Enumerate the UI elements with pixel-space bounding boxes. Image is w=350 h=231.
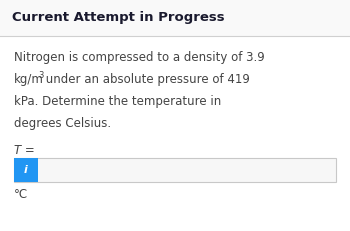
Bar bbox=[14, 158, 38, 182]
Text: Nitrogen is compressed to a density of 3.9: Nitrogen is compressed to a density of 3… bbox=[14, 52, 265, 64]
Bar bbox=[14, 158, 336, 182]
Text: T =: T = bbox=[14, 143, 35, 156]
Text: Current Attempt in Progress: Current Attempt in Progress bbox=[12, 12, 225, 24]
Text: under an absolute pressure of 419: under an absolute pressure of 419 bbox=[42, 73, 250, 86]
Text: kg/m: kg/m bbox=[14, 73, 44, 86]
Bar bbox=[0, 0, 350, 36]
Text: i: i bbox=[24, 165, 28, 175]
Text: 3: 3 bbox=[38, 70, 43, 79]
Text: degrees Celsius.: degrees Celsius. bbox=[14, 118, 111, 131]
Text: °C: °C bbox=[14, 188, 28, 201]
Text: kPa. Determine the temperature in: kPa. Determine the temperature in bbox=[14, 95, 221, 109]
